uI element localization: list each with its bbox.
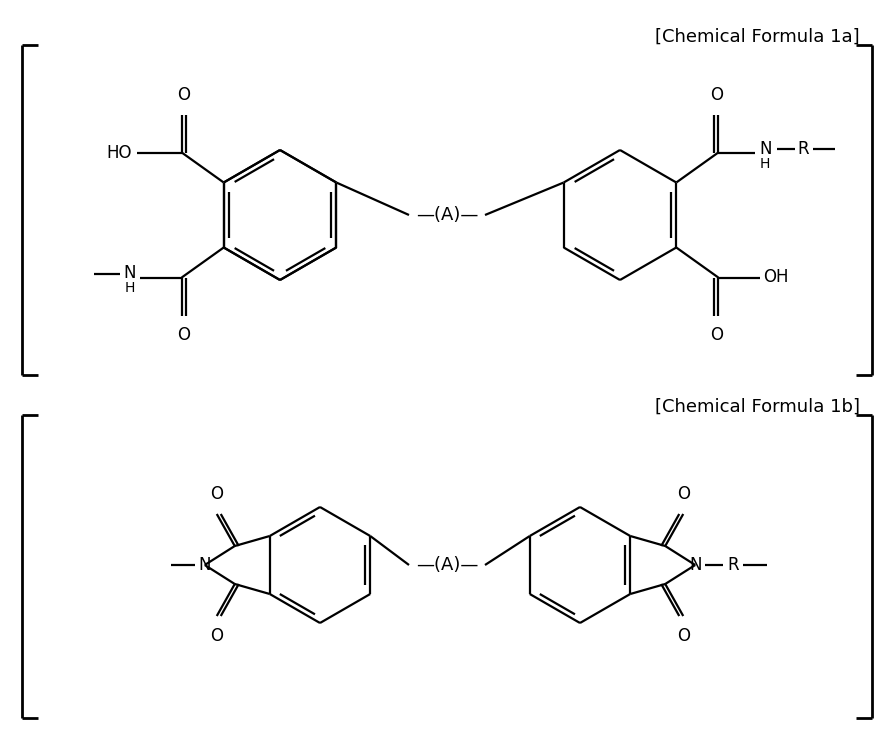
- Text: R: R: [727, 556, 738, 574]
- Text: N: N: [688, 556, 701, 574]
- Text: O: O: [709, 86, 722, 105]
- Text: O: O: [676, 627, 689, 645]
- Text: —(A)—: —(A)—: [416, 206, 477, 224]
- Text: OH: OH: [763, 268, 789, 287]
- Text: N: N: [198, 556, 211, 574]
- Text: O: O: [177, 86, 190, 105]
- Text: O: O: [709, 325, 722, 344]
- Text: O: O: [177, 325, 190, 344]
- Text: H: H: [759, 157, 770, 171]
- Text: H: H: [124, 281, 135, 295]
- Text: O: O: [676, 485, 689, 503]
- Text: HO: HO: [105, 144, 131, 161]
- Text: N: N: [123, 265, 136, 282]
- Text: O: O: [210, 627, 223, 645]
- Text: [Chemical Formula 1a]: [Chemical Formula 1a]: [654, 28, 859, 46]
- Text: —(A)—: —(A)—: [416, 556, 477, 574]
- Text: R: R: [797, 139, 808, 158]
- Text: O: O: [210, 485, 223, 503]
- Text: [Chemical Formula 1b]: [Chemical Formula 1b]: [654, 398, 859, 416]
- Text: N: N: [758, 139, 771, 158]
